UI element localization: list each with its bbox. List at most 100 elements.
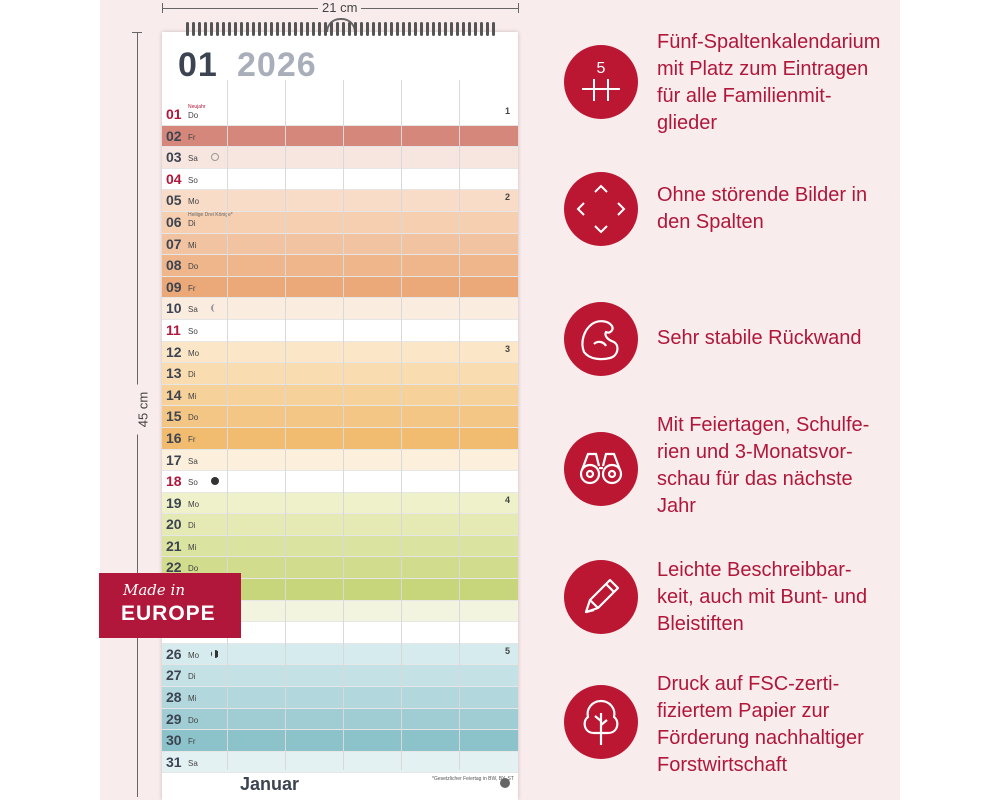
day-number: 26 [166, 645, 182, 662]
day-number: 21 [166, 537, 182, 554]
day-number: 03 [166, 149, 182, 166]
day-row: 11 So [162, 319, 518, 342]
strong-arm-icon [564, 302, 638, 376]
spiral-coil [288, 22, 291, 36]
spiral-coil [372, 22, 375, 36]
month-number: 01 [178, 46, 218, 84]
weekday-label: Do [188, 262, 199, 272]
day-row: 19 Mo 4 [162, 492, 518, 515]
weekday-label: Do [188, 413, 199, 423]
calendar-header: 01 2026 [162, 32, 518, 100]
weekday-label: So [188, 326, 198, 336]
feature-text: Druck auf FSC-zerti- fiziertem Papier zu… [657, 673, 864, 776]
day-row: 31 Sa [162, 751, 518, 774]
spiral-coil [234, 22, 237, 36]
spiral-coil [228, 22, 231, 36]
weekday-label: Sa [188, 154, 198, 164]
spiral-coil [282, 22, 285, 36]
spiral-coil [216, 22, 219, 36]
day-number: 09 [166, 278, 182, 295]
calendar-footer: Januar *Gesetzlicher Feiertag in BW, BY,… [162, 770, 518, 800]
day-rows: 01 Do Neujahr 1 02 Fr 03 Sa 04 So 05 Mo 2 06 Di Heilige… [162, 104, 518, 774]
made-in-europe-badge: Made in EUROPE [99, 573, 241, 638]
five-columns-icon: 5 [564, 45, 638, 119]
spiral-coil [474, 22, 477, 36]
weekday-label: Fr [188, 737, 196, 747]
weekday-label: Mi [188, 240, 197, 250]
day-number: 20 [166, 516, 182, 533]
day-row: 05 Mo 2 [162, 190, 518, 212]
weekday-label: Mo [188, 348, 200, 358]
spiral-coil [366, 22, 369, 36]
spiral-coil [450, 22, 453, 36]
spiral-coil [240, 22, 243, 36]
spiral-coil [348, 22, 351, 36]
day-number: 02 [166, 127, 182, 144]
weekday-label: Sa [188, 305, 198, 315]
spiral-coil [378, 22, 381, 36]
no-images-icon [564, 172, 638, 246]
moon-phase-icon [211, 304, 219, 313]
spiral-coil [222, 22, 225, 36]
weekday-label: Fr [188, 434, 196, 444]
spiral-coil [198, 22, 201, 36]
weekday-label: So [188, 478, 198, 488]
spiral-coil [312, 22, 315, 36]
weekday-label: Mi [188, 542, 197, 552]
weekday-label: Mo [188, 650, 200, 660]
weekday-label: So [188, 175, 198, 185]
feature-text: Ohne störende Bilder in den Spalten [657, 184, 868, 233]
spiral-coil [252, 22, 255, 36]
width-dimension-tick [162, 3, 163, 13]
height-dimension-label: 45 cm [133, 384, 153, 435]
day-row: 28 Mi [162, 687, 518, 709]
day-row: 22 Do [162, 557, 518, 580]
day-row: 13 Di [162, 363, 518, 385]
spiral-coil [300, 22, 303, 36]
day-row: 15 Do [162, 406, 518, 428]
svg-text:5: 5 [597, 60, 606, 77]
spiral-coil [444, 22, 447, 36]
weekday-label: Di [188, 672, 196, 682]
spiral-coil [324, 22, 327, 36]
day-number: 27 [166, 667, 182, 684]
spiral-coil [438, 22, 441, 36]
day-row: 06 Di Heilige Drei Könige* [162, 211, 518, 234]
spiral-coil [420, 22, 423, 36]
weekday-label: Do [188, 564, 199, 574]
spiral-coil [342, 22, 345, 36]
feature-text: Sehr stabile Rückwand [657, 327, 862, 349]
moon-phase-icon [211, 649, 219, 658]
day-number: 29 [166, 710, 182, 727]
day-number: 10 [166, 300, 182, 317]
day-number: 30 [166, 732, 182, 749]
badge-line-1: Made in [123, 581, 186, 599]
spiral-coil [330, 22, 333, 36]
week-number: 3 [504, 343, 510, 354]
weekday-label: Mo [188, 499, 200, 509]
spiral-coil [270, 22, 273, 36]
day-number: 04 [166, 170, 182, 187]
day-row: 02 Fr [162, 125, 518, 148]
day-row: 04 So [162, 168, 518, 191]
feature-text: Fünf-Spaltenkalendarium mit Platz zum Ei… [657, 31, 881, 134]
day-row: 16 Fr [162, 427, 518, 450]
day-number: 18 [166, 473, 182, 490]
weekday-label: Fr [188, 283, 196, 293]
day-row: 21 Mi [162, 535, 518, 558]
day-row: 12 Mo 3 [162, 341, 518, 364]
spiral-coil [210, 22, 213, 36]
spiral-coil [276, 22, 279, 36]
moon-phase-icon [211, 477, 219, 486]
spiral-coil [414, 22, 417, 36]
day-number: 15 [166, 408, 182, 425]
week-number: 5 [504, 645, 510, 656]
binoculars-icon [564, 432, 638, 506]
spiral-coil [264, 22, 267, 36]
calendar-sheet: 01 2026 01 Do Neujahr 1 02 Fr 03 Sa 04 So 05 Mo 2 06 D… [162, 32, 518, 800]
weekday-label: Do [188, 111, 199, 120]
spiral-coil [384, 22, 387, 36]
spiral-coil [360, 22, 363, 36]
badge-line-2: EUROPE [121, 602, 216, 625]
day-number: 19 [166, 494, 182, 511]
